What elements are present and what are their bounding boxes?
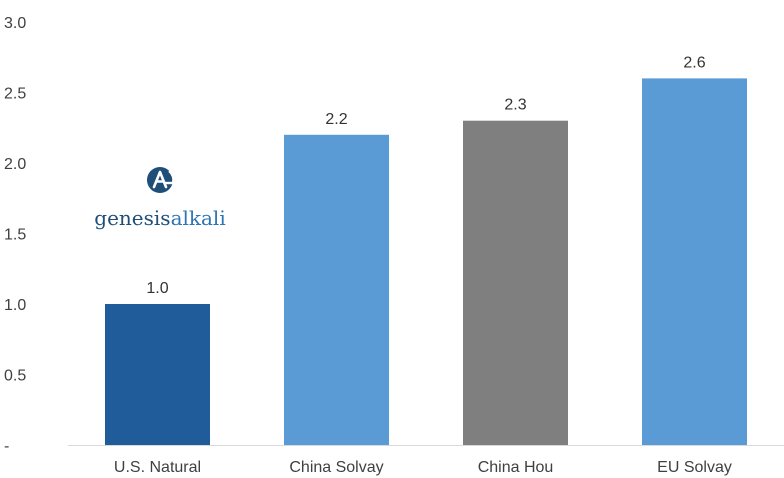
bar-3 xyxy=(642,78,747,446)
data-labels: 1.0 2.2 2.3 2.6 xyxy=(146,54,705,297)
bar-0 xyxy=(105,304,210,445)
x-category-label-2: China Hou xyxy=(478,459,554,476)
y-axis-ticks: - 0.5 1.0 1.5 2.0 2.5 3.0 xyxy=(4,15,26,455)
data-label-0: 1.0 xyxy=(146,280,168,297)
logo-text-alkali: alkali xyxy=(171,206,226,230)
y-tick-label: 2.0 xyxy=(4,156,26,173)
y-tick-label: 1.5 xyxy=(4,227,26,244)
data-label-1: 2.2 xyxy=(325,111,347,128)
bar-2 xyxy=(463,120,568,445)
bars xyxy=(105,78,747,446)
x-category-label-1: China Solvay xyxy=(289,459,383,476)
bar-1 xyxy=(284,134,389,446)
x-axis-category-labels: U.S. Natural China Solvay China Hou EU Solv… xyxy=(114,459,732,476)
genesis-alkali-logo: genesisalkali xyxy=(94,167,226,230)
x-category-label-3: EU Solvay xyxy=(657,459,732,476)
logo-text-genesis: genesis xyxy=(94,206,170,230)
y-tick-label: 3.0 xyxy=(4,15,26,32)
x-category-label-0: U.S. Natural xyxy=(114,459,201,476)
y-tick-label: 1.0 xyxy=(4,297,26,314)
y-tick-label: - xyxy=(4,438,9,455)
genesis-alkali-ga-icon xyxy=(147,167,175,193)
y-tick-label: 2.5 xyxy=(4,86,26,103)
data-label-3: 2.6 xyxy=(683,54,705,71)
logo-wordmark: genesisalkali xyxy=(94,206,225,230)
y-tick-label: 0.5 xyxy=(4,368,26,385)
data-label-2: 2.3 xyxy=(504,97,526,114)
